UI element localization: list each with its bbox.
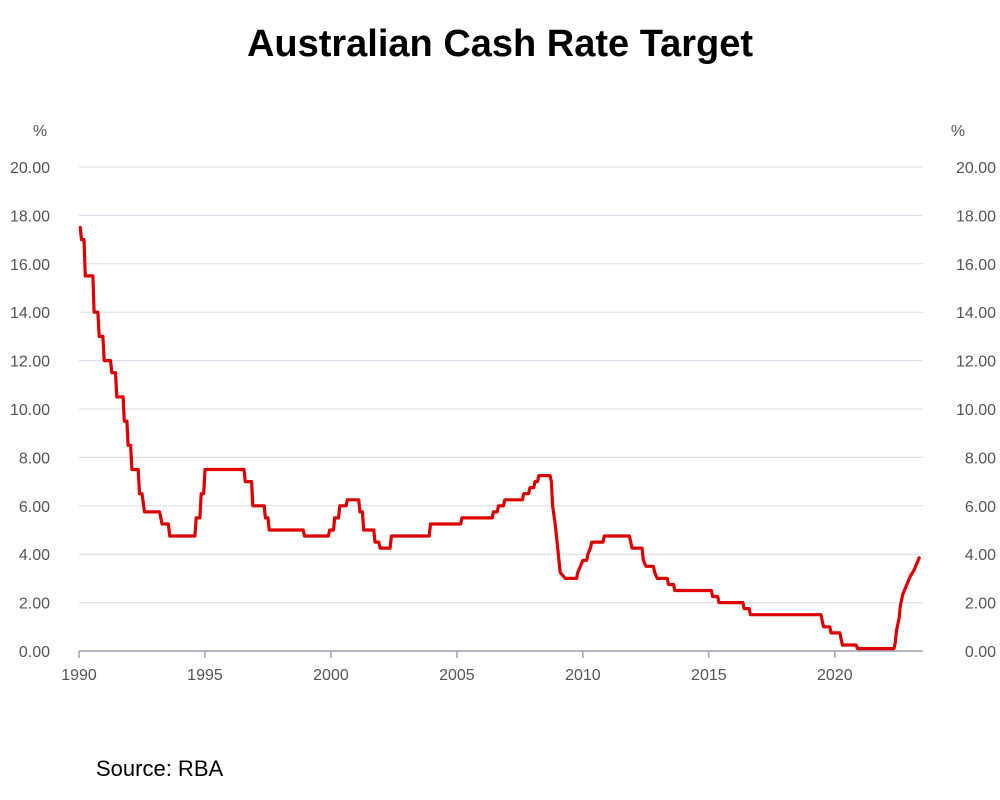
series-layer <box>78 225 921 651</box>
y-tick-label-left: 2.00 <box>19 596 50 613</box>
x-axis-ticks: 1990 1995 2000 2005 2010 2015 2020 <box>61 651 853 684</box>
y-tick-label-right: 6.00 <box>965 499 996 516</box>
y-tick-label-right: 0.00 <box>965 644 996 661</box>
x-tick-label: 2020 <box>817 667 853 684</box>
y-tick-label-right: 14.00 <box>956 305 996 322</box>
y-tick-label-left: 4.00 <box>19 547 50 564</box>
y-axis-unit-left: % <box>33 123 47 140</box>
y-tick-label-left: 18.00 <box>10 208 50 225</box>
y-tick-label-right: 10.00 <box>956 402 996 419</box>
x-tick-label: 1995 <box>187 667 223 684</box>
y-axis-unit-right: % <box>951 123 965 140</box>
x-tick-label: 2015 <box>691 667 727 684</box>
y-tick-label-right: 2.00 <box>965 596 996 613</box>
x-tick-label: 2000 <box>313 667 349 684</box>
y-axis-left-ticks: 0.00 2.00 4.00 6.00 8.00 10.00 12.00 14.00 16.00… <box>10 160 50 661</box>
series-line-cash-rate <box>78 225 921 651</box>
y-tick-label-left: 12.00 <box>10 354 50 371</box>
chart-title: Australian Cash Rate Target <box>247 23 753 65</box>
y-tick-label-left: 8.00 <box>19 450 50 467</box>
gridlines <box>79 166 923 604</box>
y-tick-label-right: 4.00 <box>965 547 996 564</box>
x-tick-label: 2005 <box>439 667 475 684</box>
x-tick-label: 1990 <box>61 667 97 684</box>
y-tick-label-left: 16.00 <box>10 257 50 274</box>
source-note: Source: RBA <box>96 756 223 781</box>
y-tick-label-left: 6.00 <box>19 499 50 516</box>
y-tick-label-left: 10.00 <box>10 402 50 419</box>
y-tick-label-left: 14.00 <box>10 305 50 322</box>
y-tick-label-right: 16.00 <box>956 257 996 274</box>
y-tick-label-left: 20.00 <box>10 160 50 177</box>
y-tick-label-right: 20.00 <box>956 160 996 177</box>
y-tick-label-right: 8.00 <box>965 450 996 467</box>
x-tick-label: 2010 <box>565 667 601 684</box>
y-tick-label-right: 12.00 <box>956 354 996 371</box>
y-tick-label-right: 18.00 <box>956 208 996 225</box>
y-axis-right-ticks: 0.00 2.00 4.00 6.00 8.00 10.00 12.00 14.00 16.00… <box>956 160 996 661</box>
y-tick-label-left: 0.00 <box>19 644 50 661</box>
